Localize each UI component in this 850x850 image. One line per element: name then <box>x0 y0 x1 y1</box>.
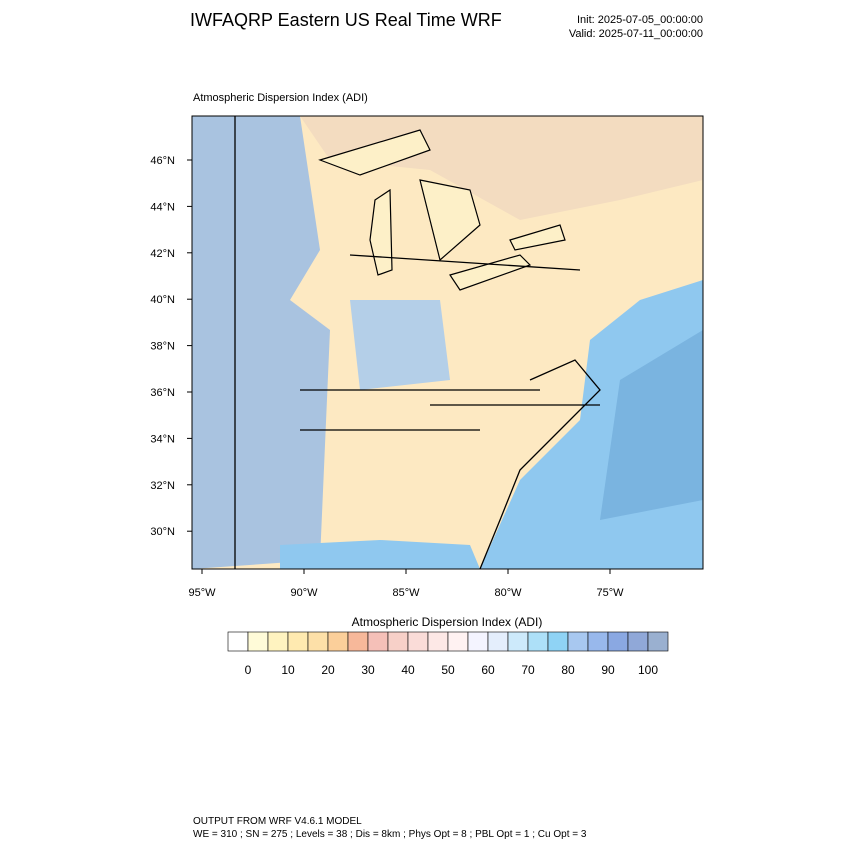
lon-label: 90°W <box>290 587 318 599</box>
lat-label: 46°N <box>150 155 175 167</box>
lon-label: 75°W <box>596 587 624 599</box>
colorbar-label: 20 <box>321 663 335 677</box>
colorbar-label: 30 <box>361 663 375 677</box>
lat-label: 44°N <box>150 201 175 213</box>
colorbar-box <box>547 631 569 652</box>
colorbar-box <box>347 631 369 652</box>
colorbar-label: 90 <box>601 663 615 677</box>
colorbar-box <box>367 631 389 652</box>
lat-label: 42°N <box>150 248 175 260</box>
valid-time: Valid: 2025-07-11_00:00:00 <box>569 28 703 40</box>
colorbar-label: 70 <box>521 663 535 677</box>
footer-line: OUTPUT FROM WRF V4.6.1 MODEL <box>193 816 362 827</box>
map-subtitle: Atmospheric Dispersion Index (ADI) <box>193 92 368 104</box>
colorbar-box <box>387 631 409 652</box>
lon-label: 85°W <box>392 587 420 599</box>
lat-label: 36°N <box>150 387 175 399</box>
colorbar-box <box>427 631 449 652</box>
lon-label: 80°W <box>494 587 522 599</box>
colorbar-box <box>487 631 509 652</box>
colorbar-title: Atmospheric Dispersion Index (ADI) <box>352 615 543 629</box>
lat-label: 32°N <box>150 480 175 492</box>
colorbar-box <box>627 631 649 652</box>
colorbar-box <box>647 631 669 652</box>
colorbar-label: 80 <box>561 663 575 677</box>
colorbar-box <box>287 631 309 652</box>
colorbar-box <box>247 631 269 652</box>
colorbar-label: 10 <box>281 663 295 677</box>
lon-label: 95°W <box>188 587 216 599</box>
colorbar-label: 0 <box>245 663 252 677</box>
colorbar-box <box>307 631 329 652</box>
colorbar-box <box>607 631 629 652</box>
colorbar-box <box>447 631 469 652</box>
colorbar-label: 100 <box>638 663 658 677</box>
lat-label: 34°N <box>150 433 175 445</box>
colorbar-box <box>567 631 589 652</box>
colorbar-box <box>467 631 489 652</box>
map <box>192 116 703 569</box>
lat-label: 40°N <box>150 294 175 306</box>
colorbar-box <box>527 631 549 652</box>
lat-label: 30°N <box>150 526 175 538</box>
lat-label: 38°N <box>150 341 175 353</box>
footer-line: WE = 310 ; SN = 275 ; Levels = 38 ; Dis … <box>193 829 587 840</box>
colorbar-label: 50 <box>441 663 455 677</box>
colorbar-box <box>227 631 249 652</box>
colorbar-box <box>507 631 529 652</box>
colorbar-label: 60 <box>481 663 495 677</box>
colorbar-box <box>267 631 289 652</box>
colorbar-box <box>407 631 429 652</box>
colorbar-box <box>587 631 609 652</box>
colorbar-box <box>327 631 349 652</box>
title: IWFAQRP Eastern US Real Time WRF <box>190 10 502 30</box>
init-time: Init: 2025-07-05_00:00:00 <box>577 14 703 26</box>
colorbar-label: 40 <box>401 663 415 677</box>
map-frame <box>191 115 704 570</box>
